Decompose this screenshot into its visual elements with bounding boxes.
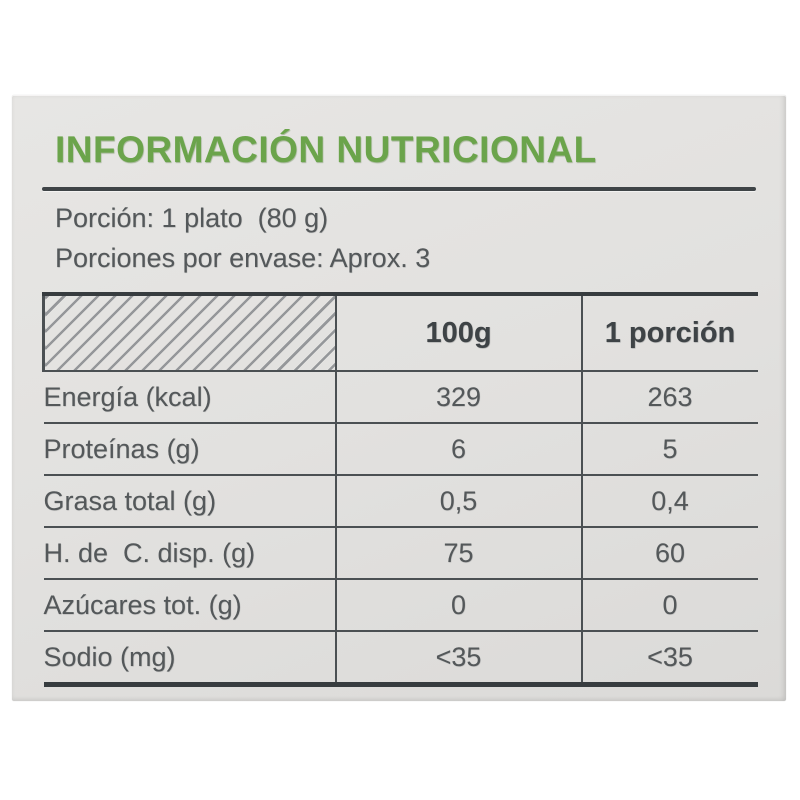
nutrition-table: 100g 1 porción Energía (kcal) 329 263 Pr… <box>42 292 758 687</box>
value-per-portion: 0,4 <box>580 475 758 528</box>
table-row-grasa-total: Grasa total (g) 0,5 0,4 <box>43 475 758 528</box>
nutrient-name: H. de C. disp. (g) <box>43 527 336 580</box>
value-per-portion: 5 <box>580 423 758 476</box>
column-header-1-porcion: 1 porción <box>580 294 758 372</box>
table-header-row: 100g 1 porción <box>42 294 758 372</box>
table-row-proteinas: Proteínas (g) 6 5 <box>43 423 758 476</box>
value-per-portion: 60 <box>580 527 758 580</box>
title-divider <box>42 187 756 191</box>
nutrient-name: Azúcares tot. (g) <box>43 579 336 632</box>
table-row-energia: Energía (kcal) 329 263 <box>43 371 758 424</box>
nutrient-name: Grasa total (g) <box>43 475 336 528</box>
hatched-placeholder-cell <box>42 294 336 372</box>
value-per-portion: <35 <box>580 631 758 686</box>
nutrient-name: Proteínas (g) <box>43 423 336 476</box>
value-per-100g: 0 <box>334 579 582 632</box>
serving-size-text: Porción: 1 plato (80 g) <box>55 203 329 233</box>
value-per-100g: 0,5 <box>334 475 582 528</box>
table-row-h-de-c-disp: H. de C. disp. (g) 75 60 <box>43 527 758 580</box>
value-per-portion: 263 <box>580 371 758 424</box>
servings-per-package-text: Porciones por envase: Aprox. 3 <box>55 243 431 273</box>
nutrition-label-card: INFORMACIÓN NUTRICIONAL Porción: 1 plato… <box>12 95 786 701</box>
column-header-100g: 100g <box>334 294 582 372</box>
table-row-sodio: Sodio (mg) <35 <35 <box>43 631 758 686</box>
nutrient-name: Sodio (mg) <box>43 631 336 686</box>
value-per-100g: 75 <box>334 527 582 580</box>
value-per-100g: 6 <box>334 423 582 476</box>
label-title: INFORMACIÓN NUTRICIONAL <box>55 129 597 170</box>
nutrient-name: Energía (kcal) <box>43 371 336 424</box>
table-row-azucares-tot: Azúcares tot. (g) 0 0 <box>43 579 758 632</box>
value-per-100g: 329 <box>334 371 582 424</box>
value-per-portion: 0 <box>580 579 758 632</box>
value-per-100g: <35 <box>334 631 582 686</box>
